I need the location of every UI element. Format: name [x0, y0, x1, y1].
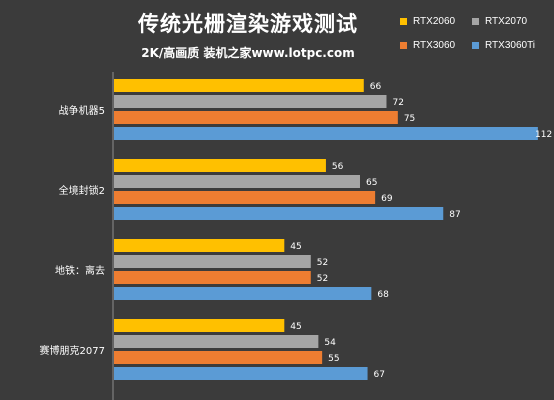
- bar-rtx2060-3: [114, 319, 285, 332]
- data-label: 112: [535, 130, 552, 140]
- data-label: 87: [449, 210, 460, 220]
- data-label: 68: [377, 290, 389, 300]
- data-label: 55: [328, 354, 339, 364]
- bar-rtx2070-2: [114, 255, 311, 268]
- bar-rtx3060ti-1: [114, 207, 444, 220]
- bar-rtx3060-2: [114, 271, 311, 284]
- data-label: 54: [324, 338, 336, 348]
- legend-item-rtx2060: RTX2060: [400, 16, 455, 27]
- category-label: 赛博朋克2077: [40, 344, 105, 357]
- legend-label-rtx2060: RTX2060: [413, 16, 456, 27]
- legend-item-rtx3060: RTX3060: [400, 40, 455, 51]
- bar-rtx2070-1: [114, 175, 360, 188]
- data-label: 65: [366, 178, 377, 188]
- bar-rtx3060ti-2: [114, 287, 372, 300]
- bar-rtx2060-2: [114, 239, 285, 252]
- data-label: 72: [392, 98, 403, 108]
- data-label: 75: [404, 114, 415, 124]
- legend-swatch-rtx2060: [400, 18, 407, 25]
- chart-title: 传统光栅渲染游戏测试: [138, 12, 358, 36]
- bar-rtx3060-0: [114, 111, 398, 124]
- legend-swatch-rtx3060: [400, 42, 407, 49]
- data-label: 67: [374, 370, 385, 380]
- legend-label-rtx3060ti: RTX3060Ti: [485, 40, 536, 51]
- category-label: 战争机器5: [59, 104, 105, 117]
- legend-label-rtx2070: RTX2070: [485, 16, 528, 27]
- category-label: 地铁：离去: [55, 264, 105, 277]
- bar-rtx3060-1: [114, 191, 376, 204]
- category-label: 全境封锁2: [59, 184, 105, 197]
- legend-item-rtx2070: RTX2070: [472, 16, 527, 27]
- data-label: 45: [290, 322, 301, 332]
- bar-rtx2060-0: [114, 79, 364, 92]
- chart-subtitle: 2K/高画质 装机之家www.lotpc.com: [141, 46, 355, 60]
- legend-swatch-rtx2070: [472, 18, 479, 25]
- bar-rtx3060ti-3: [114, 367, 368, 380]
- data-label: 66: [370, 82, 382, 92]
- bar-rtx3060ti-0: [114, 127, 538, 140]
- data-label: 45: [290, 242, 301, 252]
- bar-rtx2070-3: [114, 335, 319, 348]
- bar-rtx3060-3: [114, 351, 323, 364]
- data-label: 69: [381, 194, 393, 204]
- data-label: 52: [317, 258, 328, 268]
- legend-item-rtx3060ti: RTX3060Ti: [472, 40, 535, 51]
- legend-label-rtx3060: RTX3060: [413, 40, 456, 51]
- data-label: 56: [332, 162, 344, 172]
- bar-rtx2060-1: [114, 159, 326, 172]
- data-label: 52: [317, 274, 328, 284]
- bar-rtx2070-0: [114, 95, 387, 108]
- legend-swatch-rtx3060ti: [472, 42, 479, 49]
